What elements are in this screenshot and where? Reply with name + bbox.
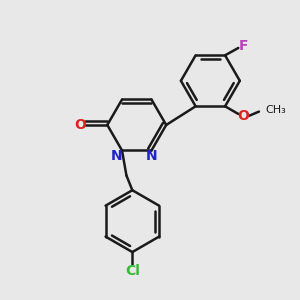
Text: N: N <box>146 149 157 163</box>
Text: F: F <box>238 40 248 53</box>
Text: N: N <box>111 149 122 163</box>
Text: Cl: Cl <box>125 264 140 278</box>
Text: CH₃: CH₃ <box>266 105 286 115</box>
Text: O: O <box>74 118 86 132</box>
Text: O: O <box>237 109 249 123</box>
